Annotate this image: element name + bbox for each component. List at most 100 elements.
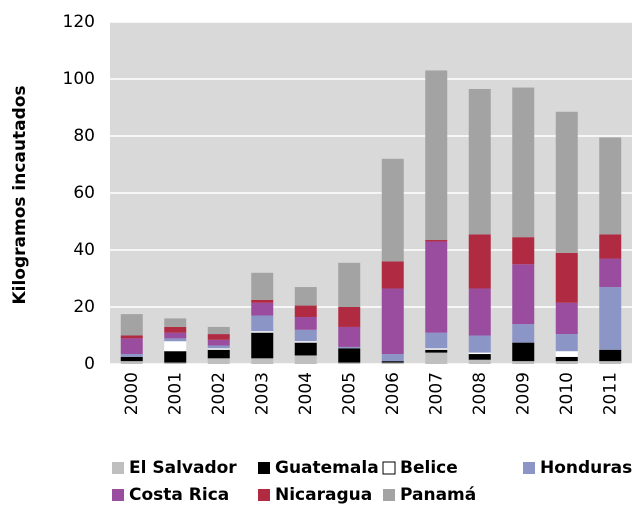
- bar-segment: [599, 234, 622, 259]
- bar-segment: [294, 316, 317, 330]
- legend-label: Costa Rica: [129, 485, 229, 505]
- bar-segment: [555, 334, 578, 352]
- legend-label: Honduras: [540, 458, 632, 478]
- bar-segment: [294, 305, 317, 317]
- bar-segment: [338, 307, 361, 327]
- bar-segment: [207, 358, 230, 364]
- bar-segment: [555, 361, 578, 364]
- bar-segment: [207, 345, 230, 349]
- bar-segment: [338, 348, 361, 363]
- bar-segment: [555, 356, 578, 362]
- x-tick-label: 2002: [209, 372, 229, 415]
- bar-segment: [120, 338, 143, 355]
- bar-segment: [512, 361, 535, 364]
- bar-segment: [164, 338, 187, 342]
- x-tick-label: 2008: [470, 372, 490, 415]
- y-tick-label: 40: [73, 240, 95, 260]
- bar-segment: [381, 354, 404, 362]
- bar-segment: [425, 241, 448, 333]
- x-tick-label: 2007: [426, 372, 446, 415]
- bar-segment: [120, 314, 143, 336]
- bar-segment: [468, 354, 491, 360]
- bar-segment: [251, 302, 274, 316]
- x-tick-label: 2009: [513, 372, 533, 415]
- bar-segment: [381, 158, 404, 262]
- bar-segment: [381, 261, 404, 289]
- legend-swatch: [382, 461, 396, 475]
- bar-segment: [120, 356, 143, 362]
- legend-label: Guatemala: [275, 458, 379, 478]
- x-tick-label: 2005: [339, 372, 359, 415]
- legend-swatch: [112, 489, 124, 501]
- bar-segment: [164, 341, 187, 352]
- bar-segment: [164, 362, 187, 364]
- bar-segment: [164, 318, 187, 327]
- bar-segment: [251, 332, 274, 359]
- bar-segment: [120, 335, 143, 339]
- x-tick-label: 2004: [296, 372, 316, 415]
- y-tick-label: 20: [73, 297, 95, 317]
- bar-segment: [381, 362, 404, 364]
- x-tick-label: 2003: [252, 372, 272, 415]
- bar-segment: [338, 346, 361, 349]
- bar-segment: [512, 87, 535, 238]
- legend-swatch: [383, 489, 395, 501]
- bar-segment: [207, 339, 230, 346]
- bar-segment: [294, 355, 317, 364]
- x-tick-label: 2010: [557, 372, 577, 415]
- bar-segment: [555, 111, 578, 253]
- x-tick-label: 2001: [165, 372, 185, 415]
- bar-segment: [468, 335, 491, 353]
- bar-segment: [468, 234, 491, 289]
- bar-segment: [468, 352, 491, 355]
- bar-segment: [512, 324, 535, 343]
- bar-segment: [425, 240, 448, 242]
- bar-segment: [207, 334, 230, 340]
- bar-segment: [425, 70, 448, 241]
- bar-segment: [251, 315, 274, 332]
- bar-segment: [251, 331, 274, 333]
- bar-segment: [599, 361, 622, 364]
- legend-label: Belice: [400, 458, 458, 478]
- bar-segment: [381, 361, 404, 363]
- bar-segment: [512, 264, 535, 325]
- y-axis-label: Kilogramos incautados: [10, 85, 30, 304]
- x-tick-label: 2006: [383, 372, 403, 415]
- bar-segment: [164, 332, 187, 339]
- bar-segment: [120, 354, 143, 357]
- bar-segment: [294, 329, 317, 342]
- bar-segment: [338, 362, 361, 364]
- bar-segment: [338, 262, 361, 307]
- legend-label: Nicaragua: [275, 485, 372, 505]
- bar-segment: [599, 287, 622, 350]
- x-tick-label: 2011: [600, 372, 620, 415]
- y-tick-label: 100: [63, 69, 95, 89]
- bar-segment: [164, 351, 187, 363]
- bar-segment: [251, 272, 274, 300]
- y-tick-label: 80: [73, 126, 95, 146]
- legend-swatch: [258, 489, 270, 501]
- bar-segment: [468, 359, 491, 364]
- bar-segment: [512, 342, 535, 362]
- bar-segment: [599, 137, 622, 235]
- bar-segment: [338, 326, 361, 347]
- legend-swatch: [523, 462, 535, 474]
- bar-segment: [164, 326, 187, 333]
- bar-segment: [599, 349, 622, 362]
- legend-swatch: [258, 462, 270, 474]
- bar-segment: [207, 349, 230, 359]
- bar-segment: [425, 352, 448, 364]
- bar-segment: [468, 88, 491, 235]
- y-tick-label: 60: [73, 183, 95, 203]
- legend-label: El Salvador: [129, 458, 237, 478]
- legend-swatch: [112, 462, 124, 474]
- x-tick-label: 2000: [122, 372, 142, 415]
- bar-segment: [381, 288, 404, 355]
- bar-segment: [512, 237, 535, 265]
- legend-label: Panamá: [400, 485, 476, 505]
- bar-segment: [425, 349, 448, 353]
- bar-segment: [251, 358, 274, 364]
- bar-segment: [120, 361, 143, 364]
- bar-segment: [555, 302, 578, 335]
